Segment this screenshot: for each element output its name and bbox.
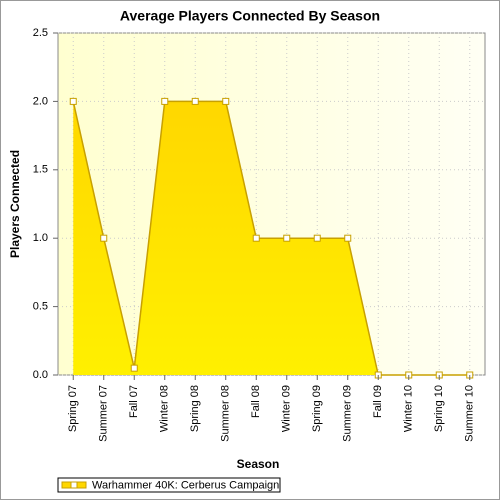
x-tick-label: Spring 07 [67, 385, 79, 432]
y-tick-label: 2.0 [33, 95, 48, 107]
point-marker [313, 234, 321, 242]
x-tick-label: Fall 08 [250, 385, 262, 418]
point-marker [252, 234, 260, 242]
legend-box [57, 477, 281, 493]
point-marker [222, 97, 230, 105]
point-marker [191, 97, 199, 105]
x-tick-label: Winter 09 [281, 385, 293, 432]
x-tick-label: Fall 07 [128, 385, 140, 418]
chart-title: Average Players Connected By Season [120, 8, 380, 24]
marks [69, 97, 474, 379]
x-tick-label: Spring 10 [433, 385, 445, 432]
point-marker [283, 234, 291, 242]
point-marker [161, 97, 169, 105]
x-axis-title: Season [237, 457, 280, 471]
x-tick-label: Summer 09 [342, 385, 354, 442]
point-marker [100, 234, 108, 242]
point-marker [344, 234, 352, 242]
y-tick-label: 0.5 [33, 301, 48, 313]
point-marker [69, 97, 77, 105]
x-tick-label: Winter 08 [159, 385, 171, 432]
y-tick-label: 0.0 [33, 369, 48, 381]
legend-label: Warhammer 40K: Cerberus Campaign [92, 479, 279, 491]
y-tick-label: 2.5 [33, 27, 48, 39]
y-axis-title: Players Connected [8, 150, 22, 258]
x-tick-label: Fall 09 [372, 385, 384, 418]
x-tick-label: Spring 09 [311, 385, 323, 432]
legend: Warhammer 40K: Cerberus Campaign [57, 477, 281, 493]
y-tick-label: 1.5 [33, 164, 48, 176]
x-tick-label: Summer 08 [220, 385, 232, 442]
legend-marker [70, 481, 78, 489]
x-tick-label: Summer 10 [464, 385, 476, 442]
area-line [72, 100, 470, 376]
x-tick-label: Summer 07 [98, 385, 110, 442]
y-tick-label: 1.0 [33, 232, 48, 244]
x-tick-label: Spring 08 [189, 385, 201, 432]
point-marker [130, 364, 138, 372]
x-tick-label: Winter 10 [403, 385, 415, 432]
